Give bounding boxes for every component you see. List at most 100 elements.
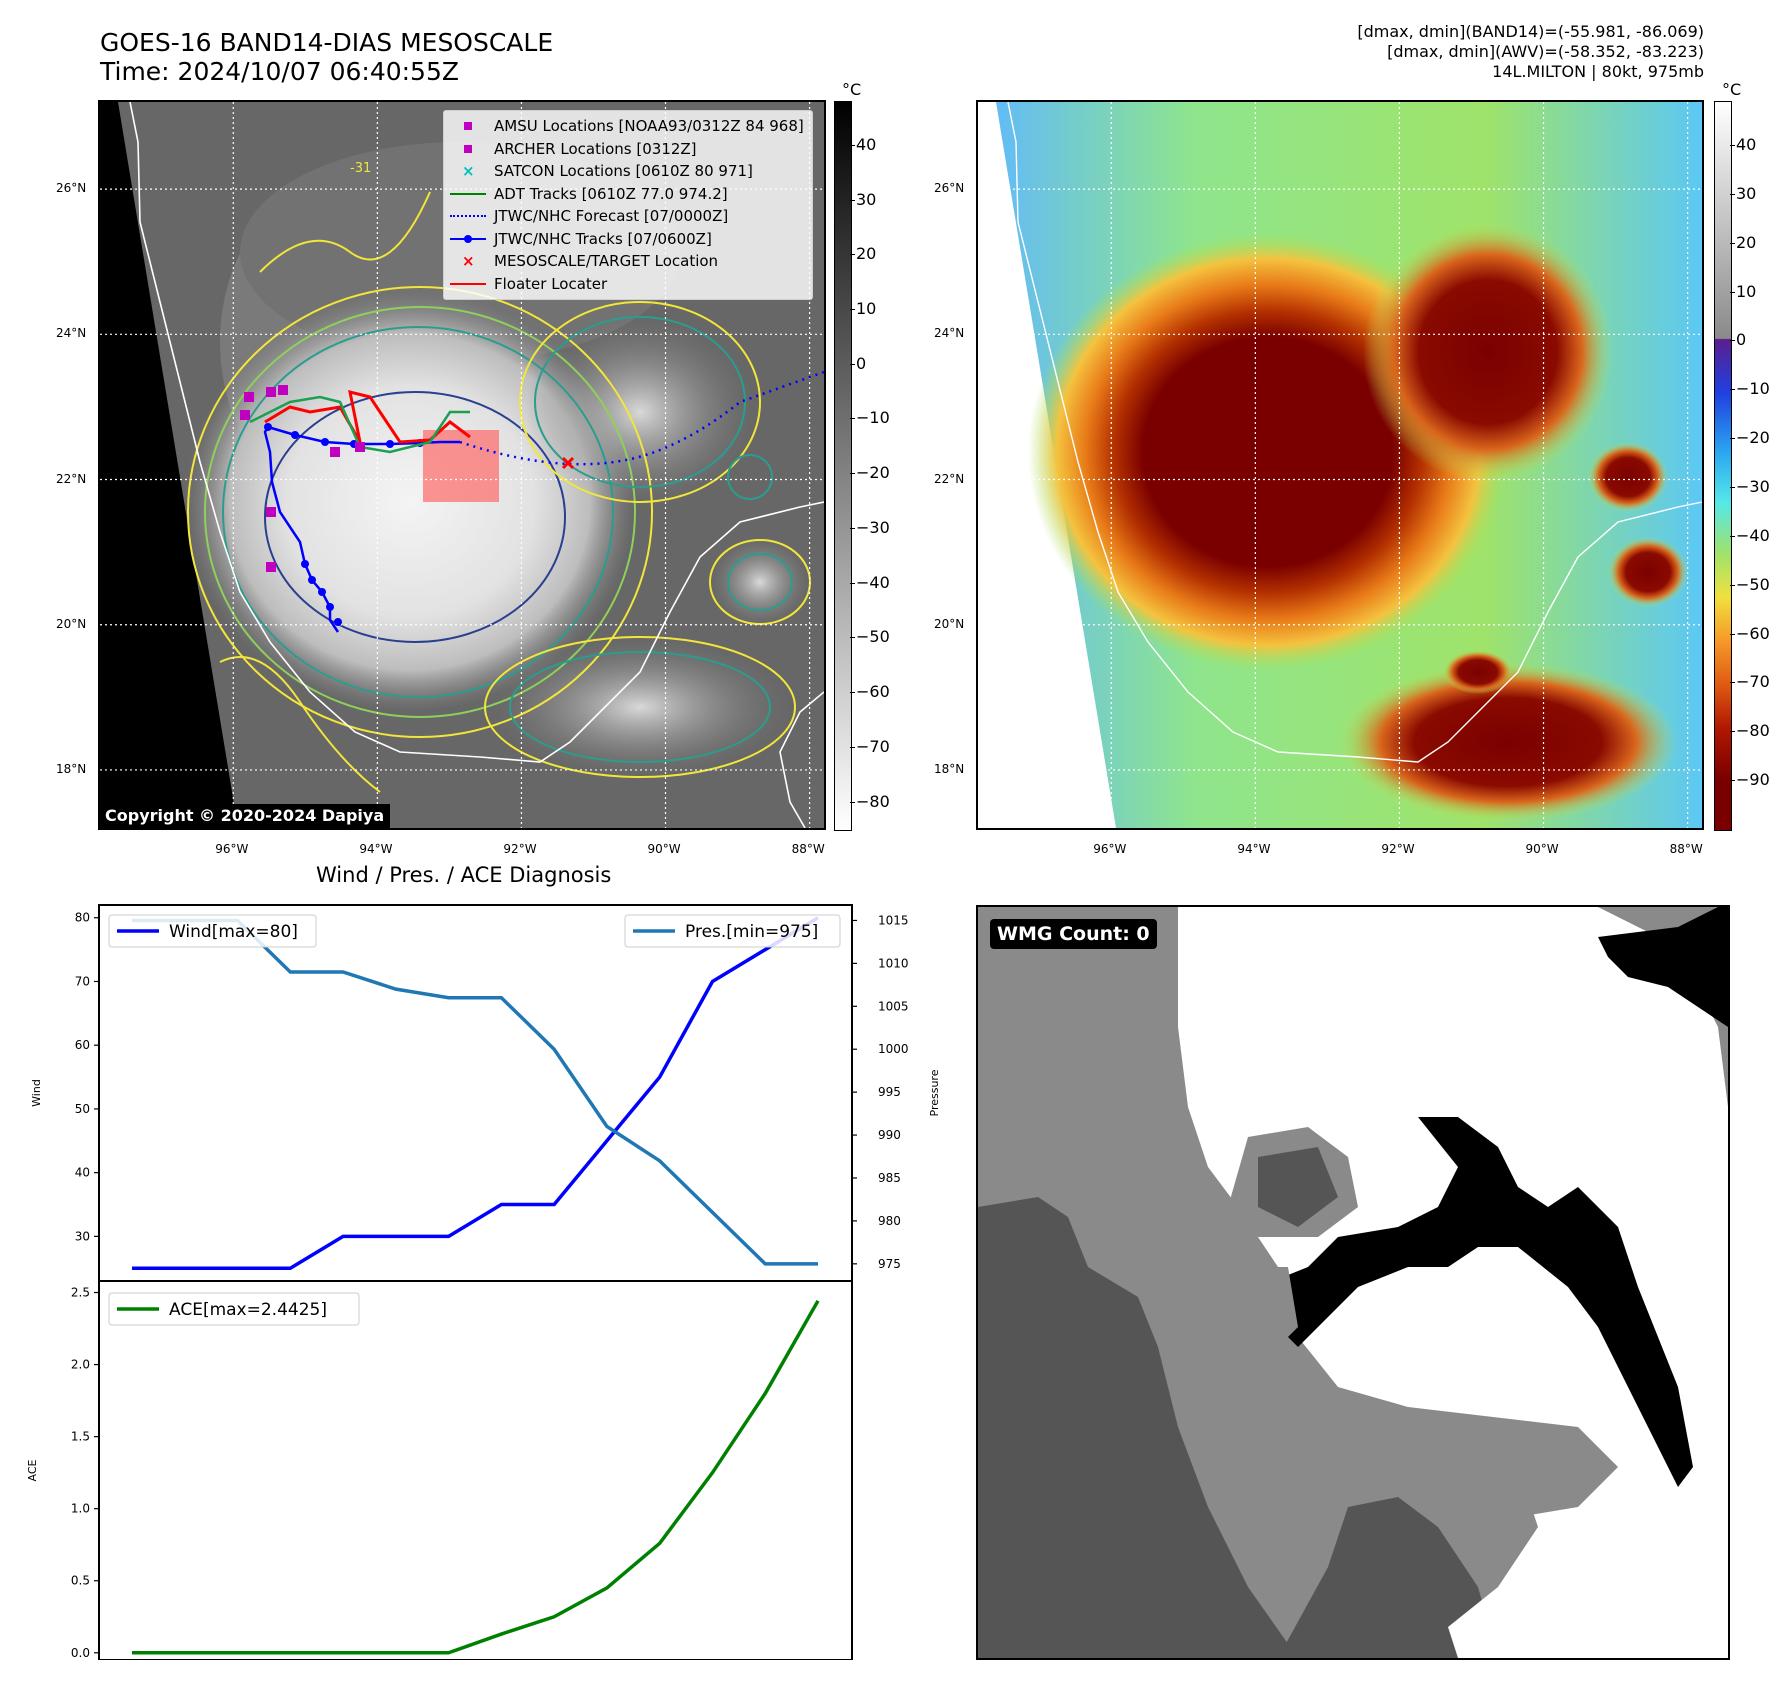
wind-legend: Wind[max=80] (108, 914, 317, 948)
wind-axis-label: Wind (30, 1079, 43, 1107)
wmg-gray-region (1398, 1407, 1618, 1527)
lon-label: 90°W (1525, 842, 1559, 856)
legend-symbol-icon (450, 232, 486, 246)
lat-label: 20°N (934, 616, 965, 631)
legend-label: ARCHER Locations [0312Z] (494, 139, 697, 158)
contour-lightgreen (204, 306, 636, 718)
contour-yellow (519, 301, 761, 503)
awv-cell-se (1338, 662, 1678, 822)
lat-label: 22°N (934, 471, 965, 486)
legend-symbol-icon (450, 209, 486, 223)
lon-label: 88°W (1669, 842, 1703, 856)
wind-tick-label: 60 (75, 1038, 90, 1052)
wind-tick-label: 40 (75, 1166, 90, 1180)
wmg-dark-region (1258, 1147, 1338, 1227)
lat-label: 24°N (56, 326, 87, 341)
ir-map-panel: -31 AMSU Locations [NOAA93/0312Z (98, 100, 826, 830)
legend-label: ACE[max=2.4425] (169, 1300, 327, 1320)
colorbar-tick-label: −70 (856, 736, 890, 756)
ace-axis-label: ACE (26, 1459, 39, 1481)
wind-series-line (132, 916, 819, 1271)
wmg-count-badge: WMG Count: 0 (990, 919, 1157, 949)
colorbar-tick-mark (1730, 731, 1735, 733)
colorbar-tick-label: −10 (1736, 379, 1770, 399)
lon-label: 92°W (1381, 842, 1415, 856)
contour-teal (534, 316, 746, 488)
wind-tick-label: 30 (75, 1229, 90, 1243)
legend-label: JTWC/NHC Tracks [07/0600Z] (494, 229, 712, 248)
colorbar-tick-mark (1730, 144, 1735, 146)
wind-tick-label: 80 (75, 911, 90, 925)
colorbar-tick-mark (1730, 633, 1735, 635)
pres-tick-label: 1010 (878, 956, 909, 970)
ir-cell-e (710, 537, 810, 627)
figure-title: GOES-16 BAND14-DIAS MESOSCALE (100, 28, 554, 57)
pres-series-line (132, 918, 818, 1266)
colorbar-tick-mark (850, 801, 855, 803)
pres-tick-label: 1015 (878, 913, 909, 927)
contour-yellow (484, 636, 796, 778)
colorbar-tick-label: 30 (1736, 183, 1757, 203)
colorbar-tick-label: 0 (1736, 330, 1747, 350)
colorbar-tick-label: 40 (1736, 134, 1757, 154)
legend-item: ARCHER Locations [0312Z] (450, 138, 804, 161)
legend-label: MESOSCALE/TARGET Location (494, 252, 719, 270)
colorbar-right (1714, 101, 1732, 831)
lon-label: 94°W (1237, 842, 1271, 856)
wind-tick-label: 50 (75, 1102, 90, 1116)
colorbar-tick-mark (850, 746, 855, 748)
awv-cell-e2 (1608, 537, 1688, 607)
colorbar-tick-mark (850, 144, 855, 146)
colorbar-tick-mark (850, 637, 855, 639)
colorbar-tick-label: 0 (856, 353, 867, 373)
legend-item: ADT Tracks [0610Z 77.0 974.2] (450, 183, 804, 206)
info-awv: [dmax, dmin](AWV)=(-58.352, -83.223) (1387, 42, 1704, 61)
colorbar-right-unit: °C (1722, 80, 1742, 99)
colorbar-tick-mark (1730, 242, 1735, 244)
awv-cell-ne (1363, 222, 1613, 482)
legend-item: JTWC/NHC Forecast [07/0000Z] (450, 205, 804, 228)
legend-label: Pres.[min=975] (685, 922, 818, 942)
colorbar-tick-label: −50 (1736, 574, 1770, 594)
colorbar-left-unit: °C (842, 80, 862, 99)
ace-frame (98, 1280, 853, 1660)
colorbar-tick-mark (1730, 682, 1735, 684)
copyright: Copyright © 2020-2024 Dapiya (100, 804, 391, 828)
info-block: [dmax, dmin](BAND14)=(-55.981, -86.069) … (1357, 22, 1704, 82)
colorbar-tick-label: 10 (1736, 281, 1757, 301)
target-marker (561, 456, 575, 470)
awv-cell-s (1443, 650, 1513, 694)
wmg-dark-region (978, 1197, 1298, 1658)
ace-tick-label: 2.0 (71, 1358, 90, 1372)
colorbar-tick-mark (850, 309, 855, 310)
contour-teal (509, 651, 771, 763)
awv-gridlines (978, 102, 1702, 828)
pres-tick-label: 1000 (878, 1042, 909, 1056)
colorbar-tick-label: −30 (1736, 476, 1770, 496)
map-legend: AMSU Locations [NOAA93/0312Z 84 968] ARCH… (443, 110, 813, 300)
ace-tick-label: 1.5 (71, 1430, 90, 1444)
colorbar-tick-mark (1730, 780, 1735, 782)
colorbar-tick-mark (850, 363, 855, 365)
colorbar-tick-label: 20 (1736, 232, 1757, 252)
ir-cell-se (490, 637, 790, 777)
legend-label: ADT Tracks [0610Z 77.0 974.2] (494, 184, 728, 203)
legend-item: AMSU Locations [NOAA93/0312Z 84 968] (450, 115, 804, 138)
contour-yellow (187, 286, 653, 738)
amsu-locations (240, 385, 365, 572)
coastline (779, 691, 824, 828)
legend-label: Floater Locater (494, 274, 608, 293)
lat-label: 18°N (934, 761, 965, 776)
figure-time: Time: 2024/10/07 06:40:55Z (100, 57, 459, 86)
ir-cdo (185, 292, 635, 712)
wmg-gray-region (1258, 1267, 1298, 1347)
pres-axis-label: Pressure (928, 1069, 941, 1116)
legend-item: JTWC/NHC Tracks [07/0600Z] (450, 228, 804, 251)
awv-map-panel (976, 100, 1704, 830)
legend-item: × MESOSCALE/TARGET Location (450, 250, 804, 273)
ace-legend: ACE[max=2.4425] (108, 1292, 360, 1326)
jtwc-track (267, 425, 460, 446)
colorbar-tick-mark (1730, 193, 1735, 195)
legend-label: AMSU Locations [NOAA93/0312Z 84 968] (494, 117, 804, 135)
colorbar-tick-label: 20 (856, 244, 877, 264)
